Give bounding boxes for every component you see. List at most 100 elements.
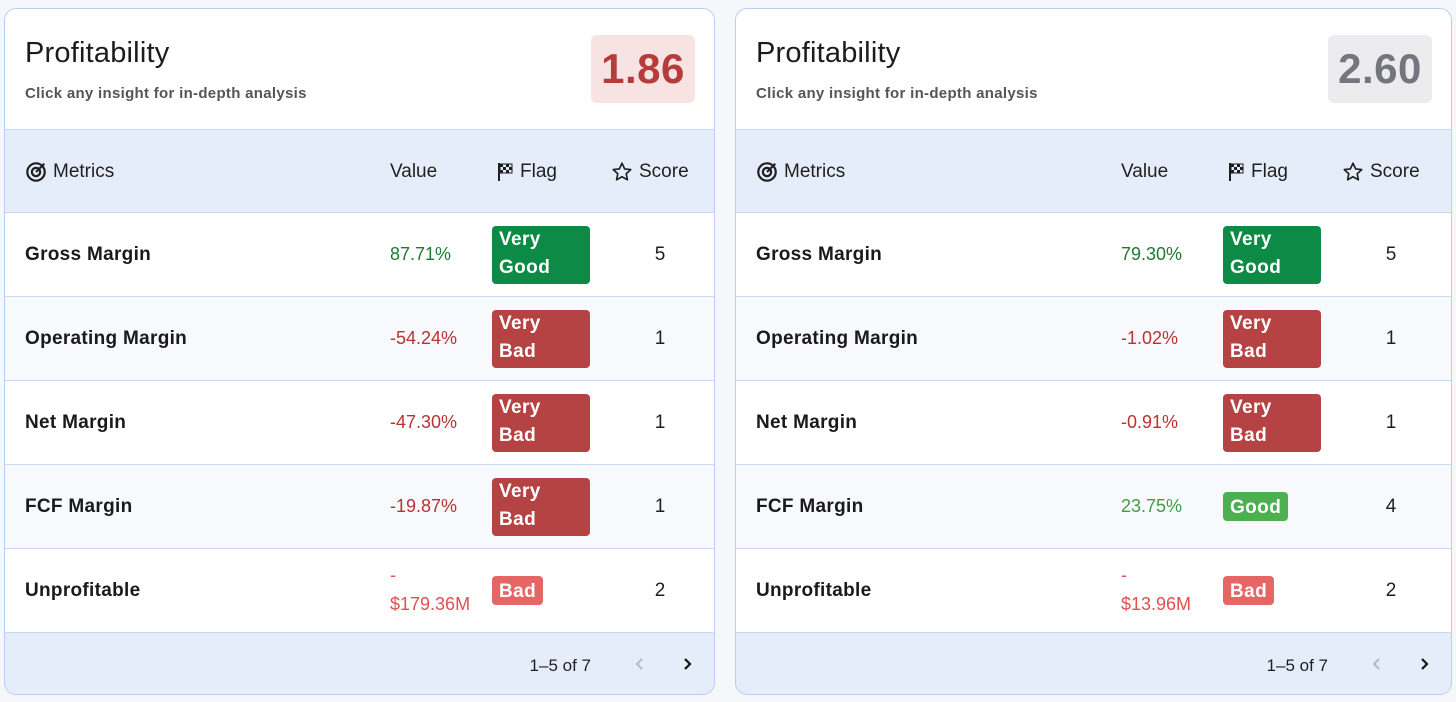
- flag-badge: Very Bad: [492, 309, 590, 368]
- table-row[interactable]: Gross Margin 87.71% Very Good 5: [5, 213, 714, 297]
- column-header-flag[interactable]: Flag: [1227, 130, 1288, 213]
- column-label-flag: Flag: [1251, 160, 1288, 182]
- overall-score-badge: 2.60: [1328, 35, 1432, 103]
- flag-label-line2: Bad: [1230, 340, 1268, 362]
- table-row[interactable]: Unprofitable - $179.36M Bad 2: [5, 549, 714, 633]
- flag-label-line1: Very: [499, 312, 541, 334]
- card-subtitle: Click any insight for in-depth analysis: [756, 85, 1038, 102]
- table-row[interactable]: Operating Margin -54.24% Very Bad 1: [5, 297, 714, 381]
- metric-value: -47.30%: [390, 412, 458, 432]
- flag-badge: Good: [1223, 492, 1289, 521]
- table-row[interactable]: FCF Margin 23.75% Good 4: [736, 465, 1451, 549]
- flag-cell: Bad: [1223, 549, 1275, 632]
- flag-label-line1: Bad: [1230, 581, 1268, 602]
- flag-label-line1: Bad: [499, 581, 537, 602]
- metric-score: 5: [1385, 243, 1397, 265]
- flag-badge: Very Good: [492, 225, 590, 284]
- card-title: Profitability: [756, 37, 901, 69]
- table-row[interactable]: Operating Margin -1.02% Very Bad 1: [736, 297, 1451, 381]
- metric-name: Operating Margin: [756, 327, 919, 349]
- column-header-metrics[interactable]: Metrics: [25, 130, 114, 213]
- metric-value: -54.24%: [390, 328, 458, 348]
- metric-score: 1: [654, 411, 666, 433]
- metric-name: Gross Margin: [25, 243, 152, 265]
- metric-score: 1: [654, 495, 666, 517]
- chevron-left-icon: [1372, 658, 1380, 670]
- column-label-flag: Flag: [520, 160, 557, 182]
- metric-score: 4: [1385, 495, 1397, 517]
- metric-value: - $13.96M: [1121, 565, 1192, 614]
- flag-cell: Very Bad: [492, 465, 590, 548]
- column-label-metrics: Metrics: [784, 160, 846, 182]
- metric-score: 1: [1385, 411, 1397, 433]
- metric-value: -1.02%: [1121, 328, 1179, 348]
- flag-badge: Bad: [1223, 576, 1275, 605]
- previous-page-button[interactable]: [630, 654, 650, 674]
- chevron-right-icon: [684, 658, 692, 670]
- metric-value: 23.75%: [1121, 496, 1183, 516]
- column-label-value: Value: [1121, 160, 1169, 182]
- metric-score: 1: [1385, 327, 1397, 349]
- card-subtitle: Click any insight for in-depth analysis: [25, 85, 307, 102]
- table-row[interactable]: FCF Margin -19.87% Very Bad 1: [5, 465, 714, 549]
- metric-value: -0.91%: [1121, 412, 1179, 432]
- column-header-metrics[interactable]: Metrics: [756, 130, 845, 213]
- flag-label-line1: Very: [499, 480, 541, 502]
- metric-value: - $179.36M: [390, 565, 471, 614]
- metric-name: Unprofitable: [756, 579, 872, 601]
- table-header: Metrics Value Flag Score: [736, 130, 1451, 213]
- column-header-value[interactable]: Value: [1121, 130, 1168, 213]
- flag-label-line2: Bad: [499, 508, 537, 530]
- table-row[interactable]: Net Margin -0.91% Very Bad 1: [736, 381, 1451, 465]
- flag-label-line2: Good: [499, 256, 551, 278]
- flag-badge: Very Bad: [492, 477, 590, 536]
- table-footer: 1–5 of 7: [736, 633, 1451, 694]
- star-outline-icon: [612, 161, 632, 181]
- metric-value: 87.71%: [390, 244, 452, 264]
- flag-cell: Very Bad: [492, 381, 590, 464]
- flag-cell: Very Bad: [1223, 381, 1321, 464]
- table-row[interactable]: Gross Margin 79.30% Very Good 5: [736, 213, 1451, 297]
- column-header-score[interactable]: Score: [611, 130, 689, 213]
- table-row[interactable]: Unprofitable - $13.96M Bad 2: [736, 549, 1451, 633]
- flag-cell: Very Good: [492, 213, 590, 296]
- target-icon: [26, 161, 46, 182]
- flag-badge: Bad: [492, 576, 544, 605]
- table-body: Gross Margin 79.30% Very Good 5 Operating…: [736, 213, 1451, 633]
- column-label-score: Score: [1370, 160, 1420, 182]
- table-footer: 1–5 of 7: [5, 633, 714, 694]
- profitability-card-1: Profitability Click any insight for in-d…: [4, 8, 715, 695]
- previous-page-button[interactable]: [1367, 654, 1387, 674]
- metric-score: 2: [654, 579, 666, 601]
- flag-badge: Very Bad: [1223, 393, 1321, 452]
- flag-badge: Very Bad: [1223, 309, 1321, 368]
- table-row[interactable]: Net Margin -47.30% Very Bad 1: [5, 381, 714, 465]
- flag-label-line2: Bad: [1230, 424, 1268, 446]
- flag-label-line1: Good: [1230, 497, 1282, 518]
- next-page-button[interactable]: [677, 654, 697, 674]
- chevron-left-icon: [635, 658, 643, 670]
- flag-label-line1: Very: [1230, 396, 1272, 418]
- target-icon: [757, 161, 777, 182]
- metric-name: FCF Margin: [756, 495, 864, 517]
- pagination-range: 1–5 of 7: [529, 656, 591, 675]
- flag-cell: Bad: [492, 549, 544, 632]
- card-header: Profitability Click any insight for in-d…: [736, 9, 1451, 130]
- metric-score: 2: [1385, 579, 1397, 601]
- flag-label-line2: Good: [1230, 256, 1282, 278]
- column-header-score[interactable]: Score: [1342, 130, 1420, 213]
- flag-cell: Very Bad: [1223, 297, 1321, 380]
- flag-cell: Good: [1223, 465, 1289, 548]
- checkered-flag-icon: [498, 162, 513, 181]
- next-page-button[interactable]: [1414, 654, 1434, 674]
- card-header: Profitability Click any insight for in-d…: [5, 9, 714, 130]
- column-header-flag[interactable]: Flag: [496, 130, 557, 213]
- metric-score: 5: [654, 243, 666, 265]
- flag-label-line1: Very: [499, 228, 541, 250]
- metric-value: 79.30%: [1121, 244, 1183, 264]
- metric-name: Gross Margin: [756, 243, 883, 265]
- column-label-value: Value: [390, 160, 438, 182]
- flag-label-line2: Bad: [499, 340, 537, 362]
- flag-cell: Very Good: [1223, 213, 1321, 296]
- column-header-value[interactable]: Value: [390, 130, 437, 213]
